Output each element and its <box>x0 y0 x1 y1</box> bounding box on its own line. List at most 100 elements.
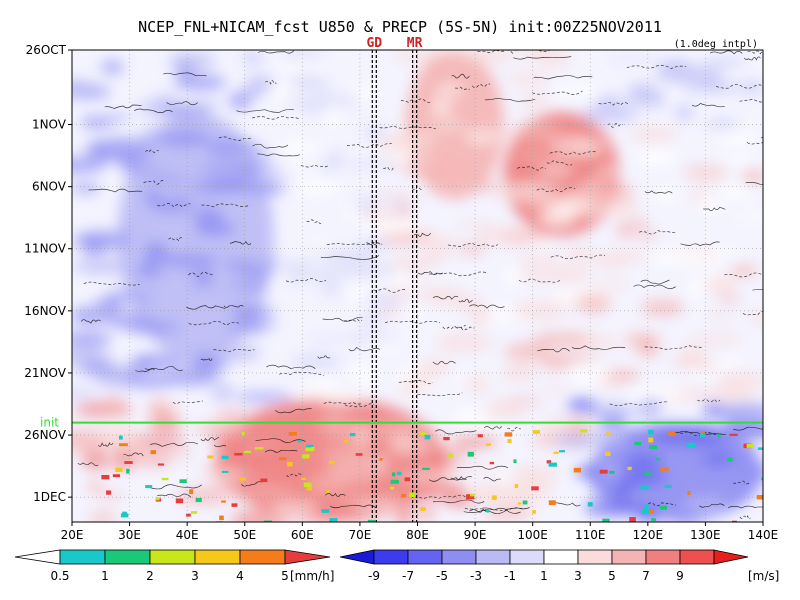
u850-patch <box>662 491 685 500</box>
precip-cell <box>727 457 733 462</box>
u850-patch <box>147 197 195 213</box>
u850-contour-line <box>739 514 751 520</box>
u850-patch <box>180 99 224 108</box>
precip-cell <box>634 441 642 446</box>
u850-patch <box>72 183 101 194</box>
u850-patch <box>272 266 290 283</box>
precip-cell <box>195 497 202 503</box>
colorbar-tick-label: 3 <box>574 569 582 583</box>
y-tick-label: 21NOV <box>24 366 66 380</box>
precip-cell <box>288 431 297 436</box>
u850-contour-line <box>322 316 363 322</box>
u850-patch <box>354 498 403 512</box>
u850-contour-line <box>213 349 255 352</box>
u850-patch <box>482 507 533 519</box>
u850-patch <box>597 166 619 178</box>
u850-patch <box>277 89 323 97</box>
colorbar-segment <box>713 549 749 565</box>
precip-cell <box>219 515 224 521</box>
u850-patch <box>293 352 338 365</box>
precip-cell <box>422 467 430 470</box>
u850-contour-line <box>188 272 215 277</box>
u850-contour-line <box>609 401 668 407</box>
precip-cell <box>344 439 349 443</box>
precip-cell <box>732 520 737 522</box>
u850-contour-line <box>236 108 294 113</box>
precip-cell <box>306 444 314 448</box>
precip-cell <box>559 450 566 453</box>
u850-patch <box>718 155 758 164</box>
u850-contour-line <box>451 73 470 79</box>
precip-cell <box>580 429 588 433</box>
u850-contour-line <box>644 190 673 194</box>
u850-patch <box>360 313 389 321</box>
u850-patch <box>147 399 173 418</box>
precip-cell <box>179 479 187 483</box>
x-tick-label: 90E <box>464 528 487 542</box>
u850-contour-line <box>703 206 726 211</box>
u850-patch <box>652 188 680 202</box>
u850-contour-line <box>537 348 570 353</box>
u850-patch <box>391 50 433 62</box>
x-tick-label: 50E <box>233 528 256 542</box>
precip-cell <box>120 513 129 518</box>
u850-unit: [m/s] <box>748 569 779 583</box>
precip-cell <box>161 477 169 481</box>
u850-contour-line <box>724 272 763 278</box>
precip-cell <box>587 502 593 507</box>
u850-patch <box>435 333 493 353</box>
precip-cell <box>241 431 245 436</box>
u850-patch <box>509 465 560 480</box>
u850-contour-line <box>691 103 725 108</box>
u850-patch <box>344 159 401 169</box>
u850-contour-line <box>469 304 505 309</box>
colorbar-tick-label: -3 <box>470 569 482 583</box>
u850-patch <box>94 137 153 157</box>
u850-patch <box>631 389 676 402</box>
u850-contour-line <box>348 346 381 352</box>
precip-cell <box>602 518 610 522</box>
u850-patch <box>234 392 293 402</box>
u850-patch <box>212 343 261 362</box>
u850-contour-line <box>343 318 363 322</box>
u850-patch <box>701 59 746 66</box>
u850-contour-line <box>98 442 114 447</box>
precip-cell <box>477 434 483 438</box>
u850-patch <box>583 499 640 517</box>
u850-contour-line <box>218 136 253 141</box>
u850-contour-line <box>633 284 676 289</box>
u850-contour-line <box>285 278 327 283</box>
precip-cell <box>553 451 559 454</box>
precip-cell <box>531 486 539 491</box>
u850-contour-line <box>400 98 432 103</box>
u850-contour-line <box>213 444 227 448</box>
u850-contour-line <box>710 50 743 55</box>
u850-patch <box>542 385 571 393</box>
precip-cell <box>443 436 450 441</box>
u850-patch <box>132 157 175 176</box>
u850-contour-line <box>134 108 173 113</box>
u850-patch <box>310 265 357 280</box>
u850-contour-line <box>157 203 191 208</box>
u850-contour-line <box>442 324 466 330</box>
u850-patch <box>530 239 553 249</box>
u850-patch <box>383 286 422 298</box>
colorbar-tick-label: -9 <box>368 569 380 583</box>
u850-contour-line <box>513 56 572 60</box>
u850-patch <box>675 516 700 522</box>
y-tick-label: 26OCT <box>26 43 67 57</box>
precip-cell <box>746 443 754 448</box>
u850-patch <box>377 135 423 154</box>
u850-patch <box>551 85 607 98</box>
u850-patch <box>372 343 400 352</box>
precip-cell <box>254 447 264 450</box>
u850-patch <box>318 401 347 414</box>
u850-patch <box>114 288 146 296</box>
u850-contour-line <box>257 153 301 157</box>
u850-patch <box>228 91 252 110</box>
u850-contour-line <box>83 281 140 286</box>
u850-contour-line <box>742 311 763 316</box>
colorbar-segment <box>679 549 715 565</box>
precip-cell <box>699 433 705 438</box>
u850-contour-line <box>417 271 444 275</box>
